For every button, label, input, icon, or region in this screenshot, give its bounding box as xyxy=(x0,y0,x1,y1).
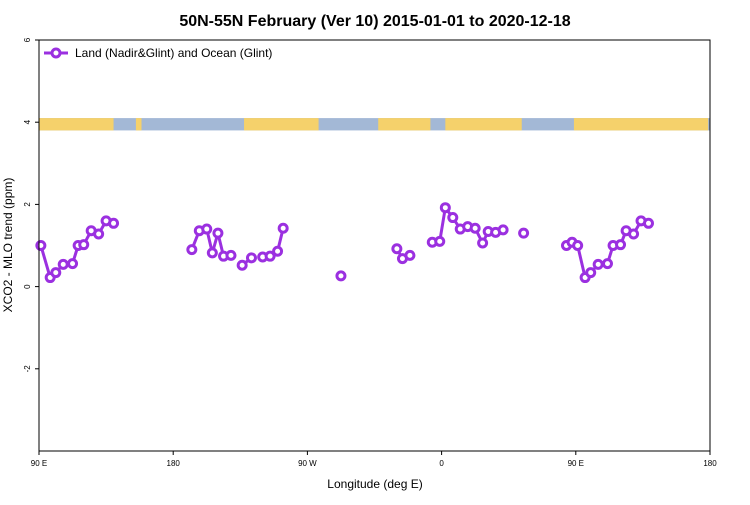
data-point xyxy=(615,239,627,251)
x-axis-title: Longitude (deg E) xyxy=(327,477,422,491)
x-tick-label: 90 W xyxy=(298,459,317,468)
data-point xyxy=(272,245,284,257)
data-point xyxy=(391,243,403,255)
y-tick-label: 4 xyxy=(23,119,32,124)
data-point xyxy=(245,252,257,264)
data-point xyxy=(628,228,640,240)
land-segment xyxy=(135,118,142,131)
data-point xyxy=(404,249,416,261)
data-point xyxy=(592,258,604,270)
land-segment xyxy=(573,118,709,131)
x-axis: 90 E 180 90 W 0 90 E 180 xyxy=(31,451,717,468)
land-segment xyxy=(445,118,522,131)
land-ocean-band xyxy=(39,118,710,131)
y-tick-label: 2 xyxy=(23,202,32,207)
data-point xyxy=(78,239,90,251)
plot-frame xyxy=(38,39,711,452)
data-point xyxy=(518,227,530,239)
data-point xyxy=(439,202,451,214)
x-tick-label: 90 E xyxy=(31,459,47,468)
data-point xyxy=(585,267,597,279)
data-point xyxy=(206,247,218,259)
data-point xyxy=(212,227,224,239)
data-point xyxy=(108,217,120,229)
x-tick-label: 180 xyxy=(703,459,717,468)
data-point xyxy=(434,235,446,247)
data-point xyxy=(335,270,347,282)
y-axis-title: XCO2 - MLO trend (ppm) xyxy=(1,178,15,313)
data-point xyxy=(277,222,289,234)
data-point xyxy=(497,224,509,236)
series-layer xyxy=(35,202,654,284)
y-tick-label: -2 xyxy=(23,365,32,373)
data-point xyxy=(186,244,198,256)
data-point xyxy=(447,212,459,224)
x-tick-label: 90 E xyxy=(568,459,584,468)
y-tick-label: 6 xyxy=(23,37,32,42)
data-point xyxy=(201,223,213,235)
data-point xyxy=(225,249,237,261)
data-point xyxy=(67,258,79,270)
x-tick-label: 0 xyxy=(439,459,444,468)
legend-marker xyxy=(50,47,62,59)
ocean-band xyxy=(39,118,710,131)
data-point xyxy=(57,258,69,270)
y-tick-label: 0 xyxy=(23,284,32,289)
y-axis: -2 0 2 4 6 xyxy=(23,37,39,372)
land-segment xyxy=(244,118,319,131)
land-segment xyxy=(378,118,431,131)
data-point xyxy=(477,237,489,249)
chart-title: 50N-55N February (Ver 10) 2015-01-01 to … xyxy=(179,13,570,30)
data-point xyxy=(50,267,62,279)
data-point xyxy=(572,240,584,251)
legend-label: Land (Nadir&Glint) and Ocean (Glint) xyxy=(75,46,272,60)
data-point xyxy=(93,228,105,240)
data-point xyxy=(469,222,481,234)
data-point xyxy=(236,259,248,271)
land-segment xyxy=(39,118,114,131)
data-point xyxy=(264,250,276,262)
data-point xyxy=(601,258,613,270)
x-tick-label: 180 xyxy=(167,459,181,468)
data-point xyxy=(35,240,47,251)
data-point xyxy=(642,217,654,229)
legend: Land (Nadir&Glint) and Ocean (Glint) xyxy=(44,46,272,60)
